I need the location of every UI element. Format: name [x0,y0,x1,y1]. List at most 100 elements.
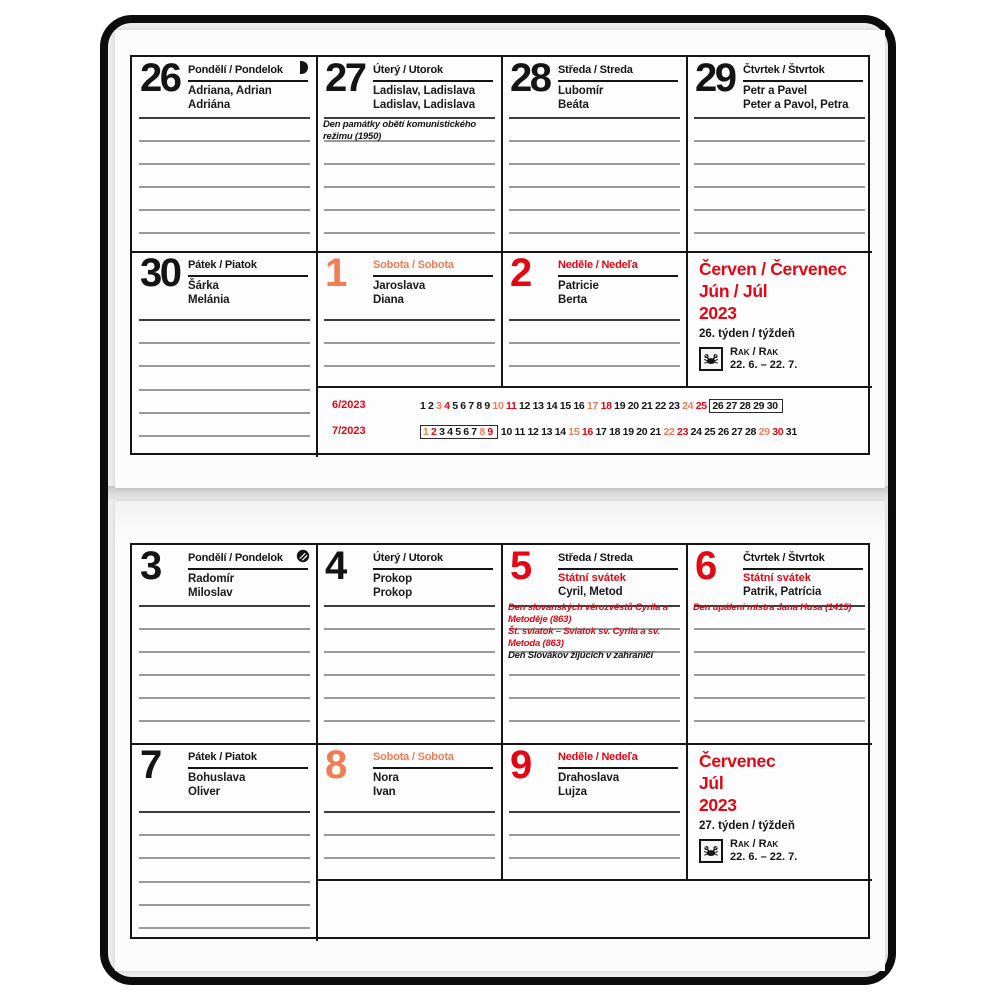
writing-line [509,628,680,630]
name-day-line: Prokop [373,573,413,585]
name-day-line: Jaroslava [373,280,426,292]
mini-calendar-day: 15 [559,400,571,412]
name-day-line: Peter a Pavol, Petra [743,99,849,111]
writing-line [509,834,680,836]
writing-line [324,857,495,859]
mini-calendar-day: 7 [471,426,477,438]
name-day-names: Drahoslava Lujza [558,771,683,799]
zodiac-text: Rak / Rak 22. 6. – 22. 7. [730,346,797,372]
zodiac-row: Rak / Rak 22. 6. – 22. 7. [699,838,797,864]
footer-band-divider [316,879,872,881]
name-day-line: Ladislav, Ladislava [373,85,476,97]
writing-line [139,163,310,165]
mini-calendar-day: 26 [712,400,724,412]
writing-line [139,927,310,929]
day-number: 5 [510,544,532,588]
week-26-table: 26 Pondělí / Pondelok Adriana, Adrian Adriá… [130,55,872,457]
zodiac-name: Rak / Rak [730,346,779,358]
day-cell-27: 27 Úterý / Utorok Ladislav, Ladislava Ladis… [317,57,502,252]
writing-line [694,140,865,142]
mini-calendar-row: 1 2 3 4 5 6 7 8 9 10 11 12 13 14 15 16 17 18 19 20 21 22 23 24 2… [420,425,862,439]
mini-calendar-day: 30 [772,426,784,438]
day-cell-1: 1 Sobota / Sobota Jaroslava Diana [317,252,502,387]
writing-line [694,186,865,188]
mini-calendar-day: 11 [506,400,517,412]
name-day-names: Bohuslava Oliver [188,771,313,799]
mini-calendar-day: 13 [541,426,553,438]
mini-calendar-day: 24 [690,426,702,438]
day-number: 7 [140,743,162,787]
writing-line [509,140,680,142]
writing-line [694,209,865,211]
header-underline [743,80,863,82]
writing-line [509,319,680,321]
name-day-line: Nora [373,772,399,784]
observance-note: Den památky obětí komunistického režimu … [323,119,477,142]
writing-line [694,651,865,653]
writing-line [324,342,495,344]
mini-calendar-day: 25 [695,400,707,412]
writing-line [324,605,495,607]
name-day-names: Petr a Pavel Peter a Pavol, Petra [743,84,868,112]
writing-line [509,857,680,859]
name-day-line: Patricie [558,280,599,292]
mini-calendar-day: 17 [586,400,599,412]
day-number: 28 [510,56,552,100]
column-divider [501,57,503,387]
month-title-line: Jún / Júl [699,281,768,301]
day-cell-5: 5 Středa / Streda Státní svátek Cyril, Meto… [502,545,687,744]
mini-calendar-day: 4 [444,400,450,412]
name-day-names: Patrik, Patrícia [743,585,868,599]
writing-line [139,117,310,119]
name-day-line: Oliver [188,786,221,798]
day-number: 4 [325,544,347,588]
writing-line [324,232,495,234]
writing-line [324,834,495,836]
mini-calendar-day: 20 [627,400,639,412]
zodiac-name: Rak / Rak [730,838,779,850]
mini-calendar-day: 10 [492,400,504,412]
day-name-label: Sobota / Sobota [373,751,454,763]
writing-line [139,232,310,234]
name-day-names: Cyril, Metod [558,585,683,599]
day-name-label: Pondělí / Pondelok [188,64,283,76]
mini-calendar-day: 16 [573,400,585,412]
first-quarter-moon-icon [296,61,310,75]
observance-note: Den upálení mistra Jana Husa (1415) [693,602,852,613]
name-day-names: Ladislav, Ladislava Ladislav, Ladislava [373,84,498,112]
name-day-line: Drahoslava [558,772,620,784]
zodiac-date-range: 22. 6. – 22. 7. [730,359,798,371]
mini-calendar-month-label: 7/2023 [332,425,366,437]
writing-line [694,117,865,119]
footer-band-divider [316,386,872,388]
week-number-label: 27. týden / týždeň [699,820,795,832]
month-title-line: Júl [699,773,724,793]
day-number: 26 [140,56,182,100]
day-cell-28: 28 Středa / Streda Lubomír Beáta [502,57,687,252]
writing-line [509,651,680,653]
writing-line [139,209,310,211]
day-name-label: Neděle / Nedeľa [558,259,638,271]
row-divider [132,743,872,745]
observance-notes: Den upálení mistra Jana Husa (1415) [693,602,869,615]
mini-calendar-day: 31 [785,426,797,438]
mini-calendar-day: 27 [731,426,743,438]
observance-note: Den slovanských věrozvěstů Cyrila a Meto… [508,602,668,625]
mini-calendar-day: 27 [725,400,738,412]
name-day-line: Bohuslava [188,772,246,784]
name-day-names: Patricie Berta [558,279,683,307]
mini-calendar-row: 1 2 3 4 5 6 7 8 9 10 11 12 13 14 15 16 17 18 19 20 21 22 23 24 2… [420,399,862,413]
name-day-line: Cyril, Metod [558,586,623,598]
month-title-line: Červenec [699,751,776,771]
day-cell-3: 3 Pondělí / Pondelok Radomír Miloslav [132,545,317,744]
name-day-line: Adriána [188,99,231,111]
day-name-label: Středa / Streda [558,552,633,564]
mini-calendar-day: 20 [636,426,648,438]
mini-calendar-day: 22 [663,426,675,438]
day-cell-2: 2 Neděle / Nedeľa Patricie Berta [502,252,687,387]
mini-calendar-day: 12 [527,426,539,438]
page-gap [108,486,888,502]
mini-calendar-day: 24 [682,400,694,412]
name-day-line: Radomír [188,573,234,585]
